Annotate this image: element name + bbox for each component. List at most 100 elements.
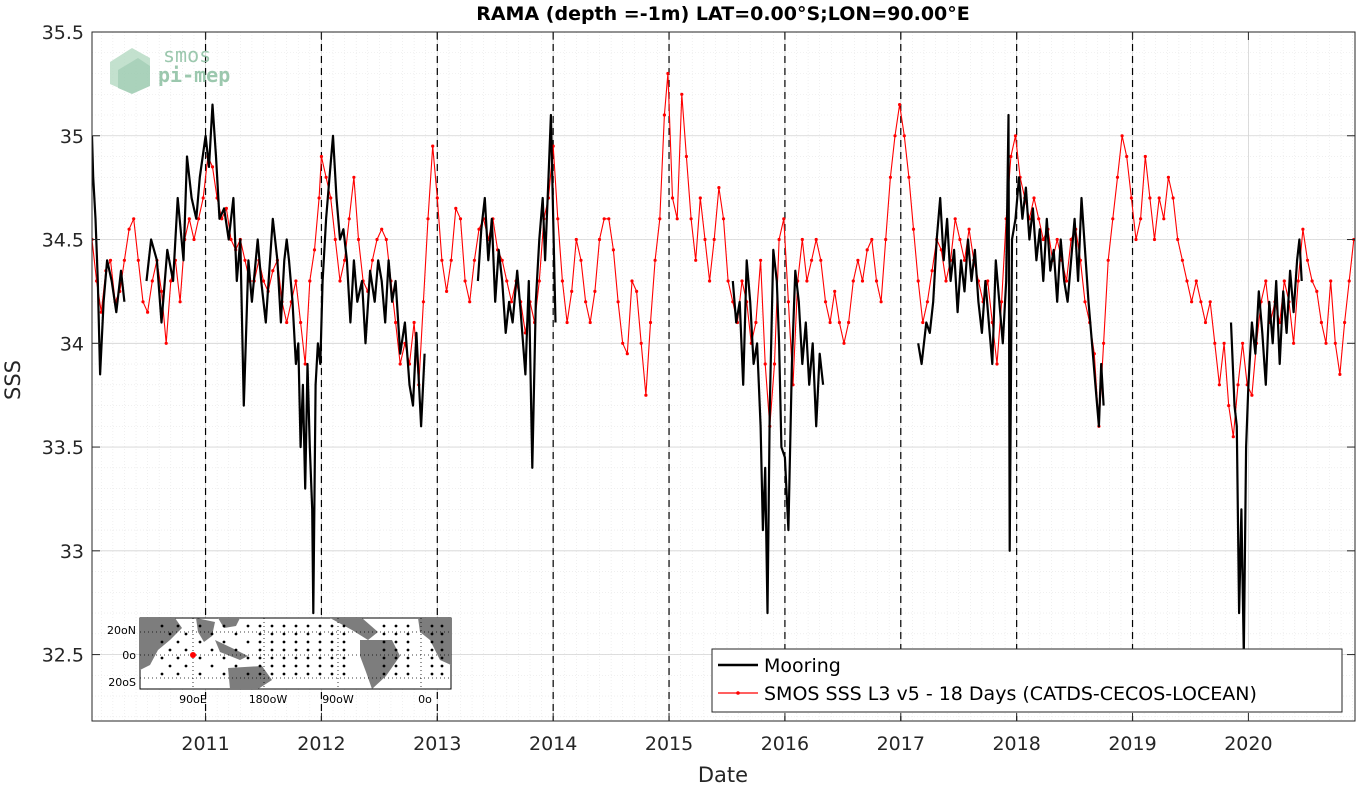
y-axis-ticks: 32.5 33 33.5 34 34.5 35 35.5 (42, 22, 1355, 667)
smos-point (893, 134, 897, 138)
smos-point (435, 196, 439, 200)
smos-point (856, 258, 860, 262)
y-tick-label: 34 (60, 333, 84, 355)
smos-point (782, 217, 786, 221)
smos-point (842, 341, 846, 345)
smos-point (1241, 341, 1245, 345)
smos-point (1208, 300, 1212, 304)
map-mooring-dot (306, 632, 310, 636)
smos-point (1203, 320, 1208, 325)
map-selected-mooring (190, 652, 196, 658)
map-mooring-dot (198, 656, 202, 660)
map-mooring-dot (210, 664, 214, 668)
smos-point (500, 258, 504, 262)
map-mooring-dot (306, 640, 310, 644)
smos-point (556, 217, 560, 221)
legend: Mooring SMOS SSS L3 v5 - 18 Days (CATDS-… (711, 648, 1343, 713)
smos-point (902, 134, 906, 138)
y-axis-label: SSS (1, 360, 25, 400)
smos-point (271, 269, 275, 273)
smos-point (445, 289, 449, 293)
map-lat-label-0: 0o (122, 649, 136, 662)
map-mooring-dot (198, 624, 202, 628)
map-mooring-dot (306, 648, 310, 652)
map-mooring-dot (246, 656, 250, 660)
map-mooring-dot (406, 664, 410, 668)
smos-point (607, 217, 611, 221)
smos-point (1222, 341, 1226, 345)
smos-point (621, 341, 625, 345)
smos-point (537, 279, 541, 283)
map-mooring-dot (382, 656, 386, 660)
smos-point (1120, 134, 1124, 138)
smos-point (593, 289, 597, 293)
smos-point (851, 279, 855, 283)
map-land-south-america (360, 640, 400, 689)
map-mooring-dot (258, 672, 262, 676)
map-mooring-dot (246, 640, 250, 644)
map-mooring-dot (440, 656, 444, 660)
map-mooring-dot (270, 672, 274, 676)
smos-point (898, 103, 902, 107)
map-mooring-dot (234, 664, 238, 668)
smos-point (370, 258, 374, 262)
smos-point (398, 362, 402, 366)
smos-point (1227, 404, 1231, 408)
map-mooring-dot (258, 640, 262, 644)
smos-point (921, 320, 925, 325)
smos-point (1037, 217, 1041, 221)
smos-point (837, 320, 842, 325)
smos-point (343, 258, 347, 262)
smos-point (285, 320, 289, 325)
map-mooring-dot (318, 632, 322, 636)
smos-point (150, 279, 154, 283)
smos-point (122, 258, 126, 262)
smos-point (187, 217, 191, 221)
smos-point (967, 227, 971, 231)
smos-point (303, 362, 307, 366)
map-mooring-dot (270, 640, 274, 644)
smos-point (925, 300, 930, 304)
map-mooring-dot (282, 624, 286, 628)
x-tick-label: 2011 (181, 733, 229, 755)
map-mooring-dot (318, 656, 322, 660)
smos-point (584, 300, 588, 304)
map-mooring-dot (282, 656, 286, 660)
smos-point (1347, 279, 1351, 283)
smos-point (356, 237, 361, 242)
smos-point (1009, 154, 1013, 159)
smos-point (1171, 196, 1175, 200)
smos-point (1338, 372, 1342, 376)
smos-point (440, 258, 444, 262)
map-mooring-dot (318, 672, 322, 676)
smos-point (814, 237, 818, 242)
smos-point (1296, 279, 1300, 283)
map-mooring-dot (430, 624, 434, 628)
smos-point (865, 248, 869, 252)
smos-point (1148, 196, 1152, 200)
map-lon-label-180w: 180oW (249, 693, 288, 706)
smos-point (1190, 300, 1194, 304)
map-mooring-dot (342, 656, 346, 660)
map-mooring-dot (394, 640, 398, 644)
map-lat-label-20n: 20oN (107, 624, 136, 637)
smos-point (721, 217, 726, 221)
smos-point (635, 289, 639, 293)
map-mooring-dot (430, 648, 434, 652)
smos-point (800, 237, 804, 242)
smos-point (684, 154, 689, 159)
smos-point (597, 237, 602, 242)
map-mooring-dot (234, 648, 238, 652)
smos-point (1301, 227, 1305, 231)
smos-point (1102, 341, 1106, 345)
smos-point (210, 165, 215, 169)
smos-point (777, 237, 781, 242)
map-mooring-dot (270, 656, 274, 660)
smos-point (616, 300, 620, 304)
smos-point (1264, 279, 1268, 283)
smos-point (146, 310, 150, 314)
smos-point (644, 393, 648, 397)
smos-point (574, 237, 578, 242)
smos-point (458, 217, 463, 221)
